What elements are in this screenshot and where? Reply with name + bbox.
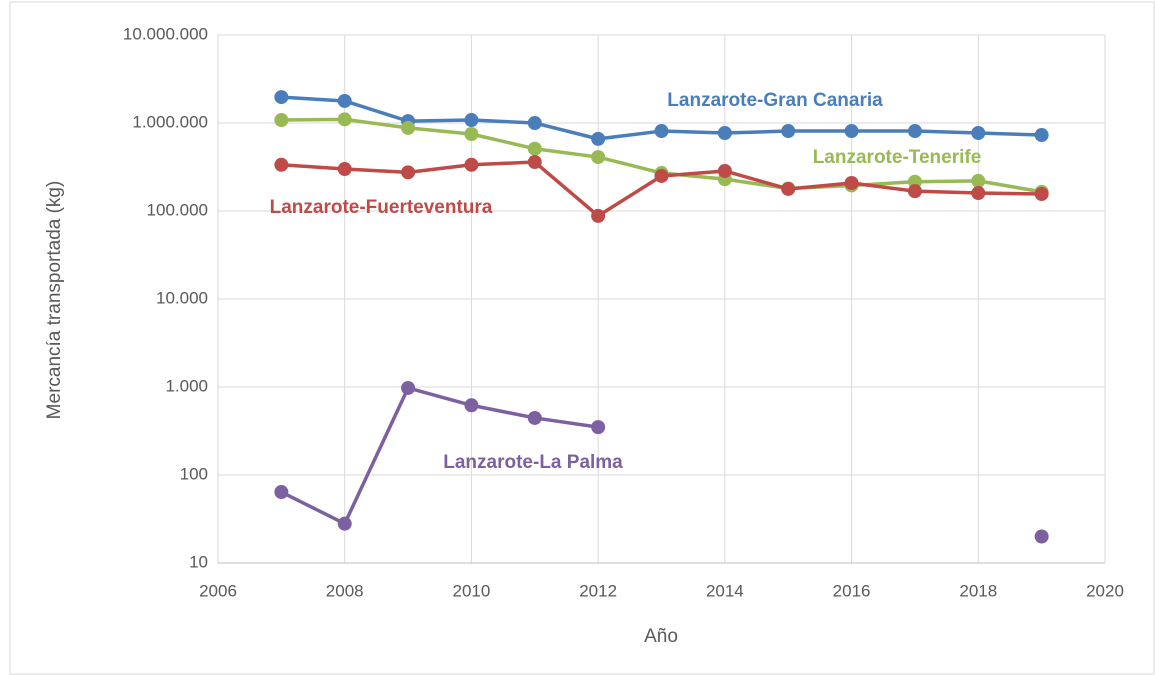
y-tick-label: 100 xyxy=(180,464,208,483)
point xyxy=(1034,128,1049,143)
y-tick-label: 10.000.000 xyxy=(123,24,208,43)
point xyxy=(274,157,289,172)
point xyxy=(401,380,416,395)
y-tick-label: 10.000 xyxy=(156,288,208,307)
point xyxy=(337,93,352,108)
point xyxy=(717,125,732,140)
point xyxy=(401,120,416,135)
x-tick-label: 2012 xyxy=(579,581,617,600)
point xyxy=(844,176,859,191)
point xyxy=(654,124,669,139)
point xyxy=(464,126,479,141)
point xyxy=(591,131,606,146)
point xyxy=(717,163,732,178)
point xyxy=(781,181,796,196)
point xyxy=(527,141,542,156)
x-axis-title: Año xyxy=(644,626,678,647)
x-tick-label: 2018 xyxy=(959,581,997,600)
point xyxy=(971,186,986,201)
point xyxy=(274,90,289,105)
y-tick-label: 1.000.000 xyxy=(132,112,208,131)
point xyxy=(1034,187,1049,202)
point xyxy=(591,420,606,435)
point xyxy=(527,410,542,425)
chart-frame xyxy=(9,1,1155,675)
point xyxy=(274,485,289,500)
series-line xyxy=(280,386,599,526)
point xyxy=(654,168,669,183)
y-tick-label: 10 xyxy=(189,552,208,571)
y-tick-label: 1.000 xyxy=(165,376,208,395)
point xyxy=(527,116,542,130)
point xyxy=(274,113,289,128)
series-label: Lanzarote-La Palma xyxy=(443,452,623,473)
x-tick-label: 2016 xyxy=(833,581,871,600)
point xyxy=(464,113,479,128)
x-tick-label: 2008 xyxy=(326,581,364,600)
point xyxy=(401,165,416,180)
point xyxy=(337,516,352,531)
point xyxy=(337,162,352,177)
y-tick-label: 100.000 xyxy=(147,200,208,219)
point xyxy=(527,155,542,170)
point xyxy=(844,124,859,139)
point xyxy=(464,157,479,172)
point xyxy=(1034,529,1049,544)
x-tick-label: 2020 xyxy=(1086,581,1124,600)
series-label: Lanzarote-Tenerife xyxy=(813,147,982,168)
x-tick-label: 2010 xyxy=(453,581,491,600)
point xyxy=(907,124,922,139)
series-label: Lanzarote-Fuerteventura xyxy=(270,197,493,218)
point xyxy=(337,112,352,127)
point xyxy=(907,184,922,199)
x-tick-label: 2014 xyxy=(706,581,744,600)
point xyxy=(591,150,606,165)
point xyxy=(971,173,986,188)
point xyxy=(781,124,796,139)
point xyxy=(464,398,479,413)
series-label: Lanzarote-Gran Canaria xyxy=(667,90,883,111)
point xyxy=(591,208,606,223)
x-tick-label: 2006 xyxy=(199,581,237,600)
point xyxy=(971,125,986,140)
y-axis-title: Mercancía transportada (kg) xyxy=(44,181,65,420)
